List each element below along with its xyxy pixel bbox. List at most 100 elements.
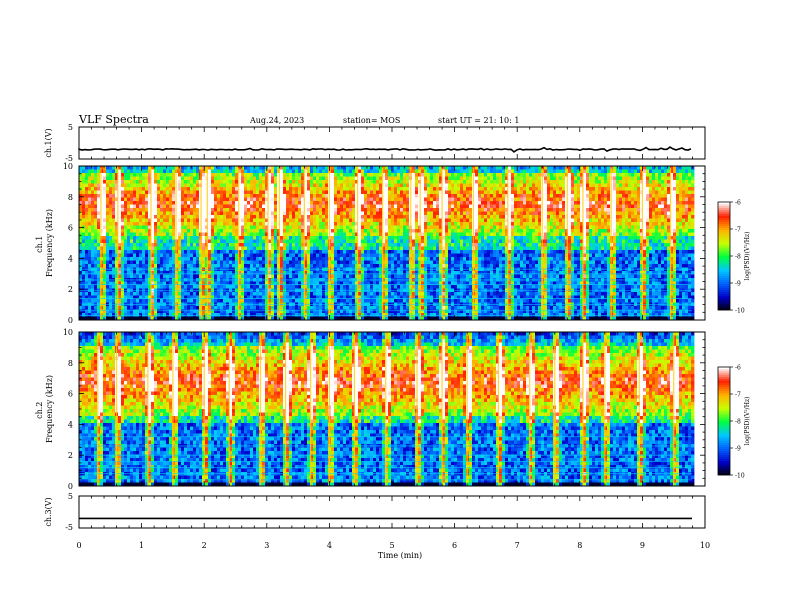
spectrogram-cell bbox=[154, 180, 158, 184]
spectrogram-cell bbox=[343, 239, 347, 244]
spectrogram-cell bbox=[127, 264, 131, 268]
spectrogram-cell bbox=[358, 313, 362, 317]
spectrogram-cell bbox=[112, 225, 116, 230]
spectrogram-cell bbox=[391, 264, 395, 268]
spectrogram-cell bbox=[286, 281, 290, 286]
spectrogram-cell bbox=[292, 264, 296, 268]
spectrogram-cell bbox=[241, 222, 245, 226]
spectrogram-cell bbox=[295, 313, 299, 317]
spectrogram-cell bbox=[205, 313, 209, 317]
spectrogram-cell bbox=[352, 173, 356, 177]
spectrogram-cell bbox=[154, 306, 158, 310]
spectrogram-cell bbox=[364, 239, 368, 244]
spectrogram-cell bbox=[367, 264, 371, 268]
spectrogram-cell bbox=[259, 246, 263, 251]
spectrogram-cell bbox=[271, 208, 275, 212]
spectrogram-cell bbox=[358, 180, 362, 184]
spectrogram-cell bbox=[145, 260, 149, 265]
spectrogram-cell bbox=[106, 173, 110, 177]
spectrogram-cell bbox=[136, 313, 140, 317]
spectrogram-cell bbox=[316, 243, 320, 247]
spectrogram-cell bbox=[376, 292, 380, 296]
spectrogram-cell bbox=[373, 239, 377, 244]
spectrogram-cell bbox=[301, 169, 305, 174]
spectrogram-cell bbox=[241, 309, 245, 314]
spectrogram-cell bbox=[256, 229, 260, 233]
spectrogram-cell bbox=[97, 257, 101, 261]
spectrogram-cell bbox=[208, 306, 212, 310]
spectrogram-cell bbox=[307, 169, 311, 174]
spectrogram-cell bbox=[250, 271, 254, 275]
spectrogram-cell bbox=[301, 222, 305, 226]
spectrogram-cell bbox=[313, 239, 317, 244]
spectrogram-cell bbox=[100, 208, 104, 212]
spectrogram-cell bbox=[238, 250, 242, 254]
spectrogram-cell bbox=[157, 211, 161, 216]
spectrogram-cell bbox=[196, 225, 200, 230]
spectrogram-cell bbox=[100, 239, 104, 244]
spectrogram-cell bbox=[211, 225, 215, 230]
spectrogram-cell bbox=[364, 190, 368, 195]
spectrogram-cell bbox=[274, 225, 278, 230]
spectrogram-cell bbox=[256, 285, 260, 289]
spectrogram-cell bbox=[337, 215, 341, 219]
spectrogram-cell bbox=[187, 197, 191, 202]
spectrogram-cell bbox=[115, 211, 119, 216]
spectrogram-cell bbox=[244, 299, 248, 303]
spectrogram-cell bbox=[286, 183, 290, 188]
spectrogram-cell bbox=[148, 236, 152, 240]
spectrogram-cell bbox=[193, 215, 197, 219]
spectrogram-cell bbox=[85, 316, 89, 321]
spectrogram-cell bbox=[256, 169, 260, 174]
spectrogram-cell bbox=[250, 257, 254, 261]
spectrogram-cell bbox=[151, 236, 155, 240]
spectrogram-cell bbox=[235, 253, 239, 258]
spectrogram-cell bbox=[352, 201, 356, 205]
spectrogram-cell bbox=[190, 243, 194, 247]
spectrogram-cell bbox=[127, 313, 131, 317]
spectrogram-cell bbox=[295, 215, 299, 219]
spectrogram-cell bbox=[91, 285, 95, 289]
spectrogram-cell bbox=[121, 211, 125, 216]
spectrogram-cell bbox=[175, 211, 179, 216]
spectrogram-cell bbox=[232, 306, 236, 310]
spectrogram-cell bbox=[361, 246, 365, 251]
spectrogram-cell bbox=[259, 180, 263, 184]
spectrogram-cell bbox=[268, 306, 272, 310]
spectrogram-cell bbox=[223, 313, 227, 317]
spectrogram-cell bbox=[220, 211, 224, 216]
spectrogram-cell bbox=[211, 190, 215, 195]
spectrogram-cell bbox=[151, 253, 155, 258]
spectrogram-cell bbox=[160, 225, 164, 230]
spectrogram-cell bbox=[292, 229, 296, 233]
spectrogram-cell bbox=[175, 208, 179, 212]
spectrogram-cell bbox=[358, 187, 362, 191]
spectrogram-cell bbox=[133, 309, 137, 314]
spectrogram-cell bbox=[130, 211, 134, 216]
spectrogram-cell bbox=[229, 180, 233, 184]
spectrogram-cell bbox=[346, 246, 350, 251]
spectrogram-cell bbox=[379, 187, 383, 191]
spectrogram-cell bbox=[193, 236, 197, 240]
spectrogram-cell bbox=[307, 274, 311, 279]
spectrogram-cell bbox=[88, 260, 92, 265]
spectrogram-cell bbox=[115, 197, 119, 202]
spectrogram-cell bbox=[301, 197, 305, 202]
spectrogram-cell bbox=[298, 232, 302, 237]
spectrogram-cell bbox=[175, 204, 179, 209]
spectrogram-cell bbox=[310, 306, 314, 310]
spectrogram-cell bbox=[307, 292, 311, 296]
spectrogram-cell bbox=[193, 250, 197, 254]
spectrogram-cell bbox=[214, 187, 218, 191]
spectrogram-cell bbox=[181, 215, 185, 219]
spectrogram-cell bbox=[352, 232, 356, 237]
spectrogram-cell bbox=[196, 285, 200, 289]
spectrogram-cell bbox=[385, 246, 389, 251]
spectrogram-cell bbox=[295, 218, 299, 223]
spectrogram-cell bbox=[334, 204, 338, 209]
spectrogram-cell bbox=[307, 173, 311, 177]
spectrogram-cell bbox=[295, 201, 299, 205]
spectrogram-cell bbox=[370, 285, 374, 289]
spectrogram-cell bbox=[157, 295, 161, 300]
spectrogram-cell bbox=[403, 295, 407, 300]
